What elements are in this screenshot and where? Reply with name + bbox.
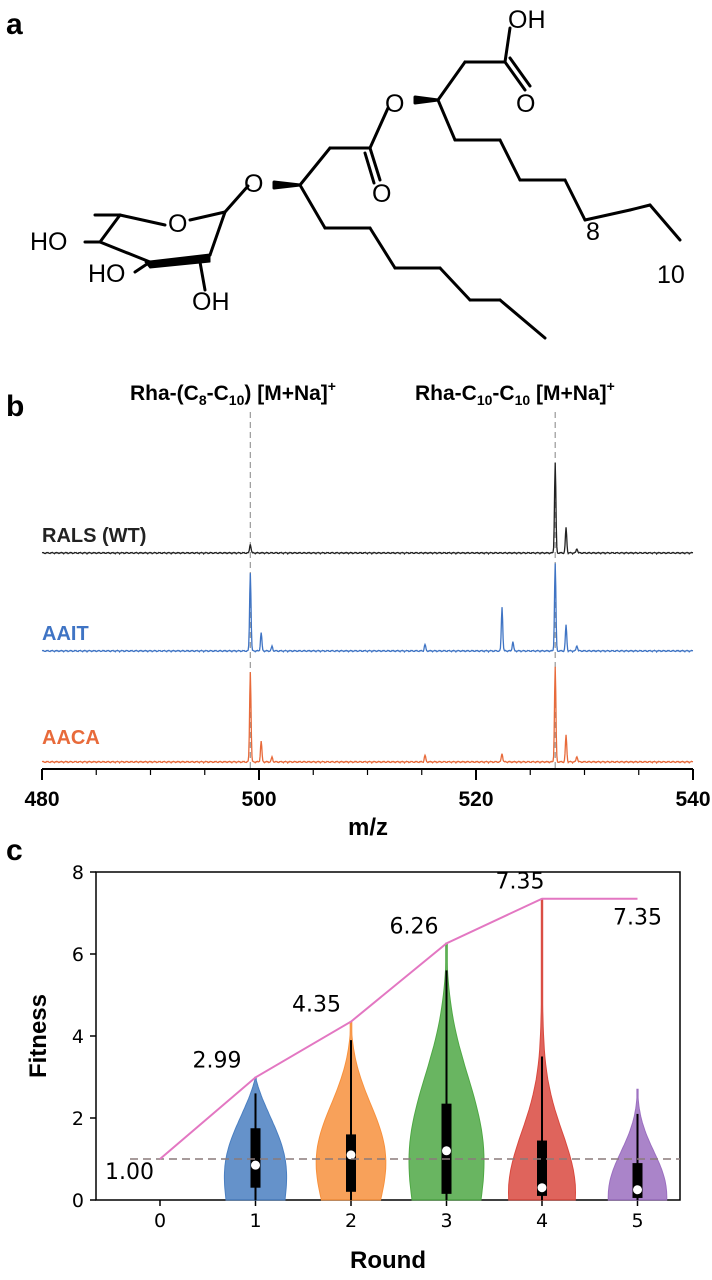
violin-x-tick-label: 0: [154, 1210, 166, 1232]
spectrum-x-tick-label: 500: [241, 788, 276, 811]
spectrum-series-label: AACA: [42, 727, 100, 749]
violin-x-axis-label: Round: [350, 1247, 426, 1274]
atom-o-glycosidic: O: [244, 170, 263, 198]
violin-y-tick-label: 6: [72, 944, 84, 966]
max-fitness-label: 7.35: [613, 906, 662, 931]
spectrum-x-tick-label: 520: [458, 788, 493, 811]
atom-oh-acid: OH: [508, 6, 546, 34]
max-fitness-label: 2.99: [193, 1048, 242, 1073]
violin-median-dot: [442, 1146, 451, 1156]
spectrum-trace: [41, 563, 694, 654]
atom-o-ring: O: [168, 210, 187, 238]
peak1-label: Rha-(C8-C10) [M+Na]+: [130, 378, 336, 408]
violin-iqr-box: [537, 1140, 547, 1196]
max-fitness-label: 6.26: [390, 914, 439, 939]
spectrum-x-tick-label: 480: [24, 788, 59, 811]
violin-iqr-box: [250, 1128, 261, 1188]
max-fitness-label: 1.00: [105, 1160, 154, 1185]
violin-y-tick-label: 8: [72, 862, 84, 884]
spectrum-trace: [41, 666, 694, 765]
chemical-structure: [83, 26, 682, 340]
violin-y-tick-label: 0: [72, 1190, 84, 1212]
carbon-number-10: 10: [657, 261, 685, 289]
violin-x-tick-label: 2: [345, 1210, 357, 1232]
violin-plot-area: 0 2 4 6 8 0 1 2 3 4 5 1.00 2.99 4.35 6.26 7.35 7.35: [72, 862, 680, 1232]
violin-median-dot: [537, 1183, 547, 1193]
violin-median-dot: [251, 1160, 260, 1170]
violin-median-dot: [346, 1150, 356, 1160]
panel-c-label: c: [6, 834, 23, 867]
max-fitness-label: 4.35: [292, 993, 341, 1018]
max-fitness-line: [159, 897, 638, 1160]
panel-b-label: b: [6, 390, 24, 423]
atom-ho-1: HO: [30, 228, 68, 256]
panel-a-label: a: [6, 8, 23, 41]
atom-o-carbonyl-acid: O: [516, 90, 535, 118]
max-fitness-label: 7.35: [496, 870, 545, 895]
atom-o-ester: O: [385, 90, 404, 118]
violin-iqr-box: [346, 1134, 356, 1192]
violin-y-axis-label: Fitness: [25, 994, 52, 1078]
atom-oh-3: OH: [192, 288, 230, 316]
peak2-label: Rha-C10-C10 [M+Na]+: [415, 378, 615, 408]
violin-y-tick-label: 4: [72, 1026, 84, 1048]
atom-labels: OH O O O O O HO HO OH 8 10: [30, 6, 685, 316]
spectrum-series-label: AAIT: [42, 623, 89, 645]
violin-median-dot: [633, 1185, 642, 1195]
spectrum-x-ticks: 480 500 520 540: [24, 769, 711, 811]
atom-o-carbonyl-ester: O: [372, 180, 391, 208]
spectrum-x-axis-label: m/z: [348, 814, 388, 841]
violin-plot-frame: [95, 871, 681, 1201]
violin-x-tick-label: 3: [440, 1210, 452, 1232]
atom-ho-2: HO: [88, 260, 126, 288]
violin-iqr-box: [632, 1163, 643, 1198]
spectrum-x-tick-label: 540: [675, 788, 710, 811]
violin-x-tick-label: 1: [249, 1210, 261, 1232]
spectrum-series-label: RALS (WT): [42, 525, 146, 547]
violin-y-tick-label: 2: [72, 1108, 84, 1130]
spectrum-trace: [41, 462, 694, 556]
carbon-number-8: 8: [586, 218, 600, 246]
violin-x-tick-label: 5: [631, 1210, 643, 1232]
violin-x-tick-label: 4: [536, 1210, 548, 1232]
spectra-area: RALS (WT) AAIT AACA: [41, 412, 694, 768]
